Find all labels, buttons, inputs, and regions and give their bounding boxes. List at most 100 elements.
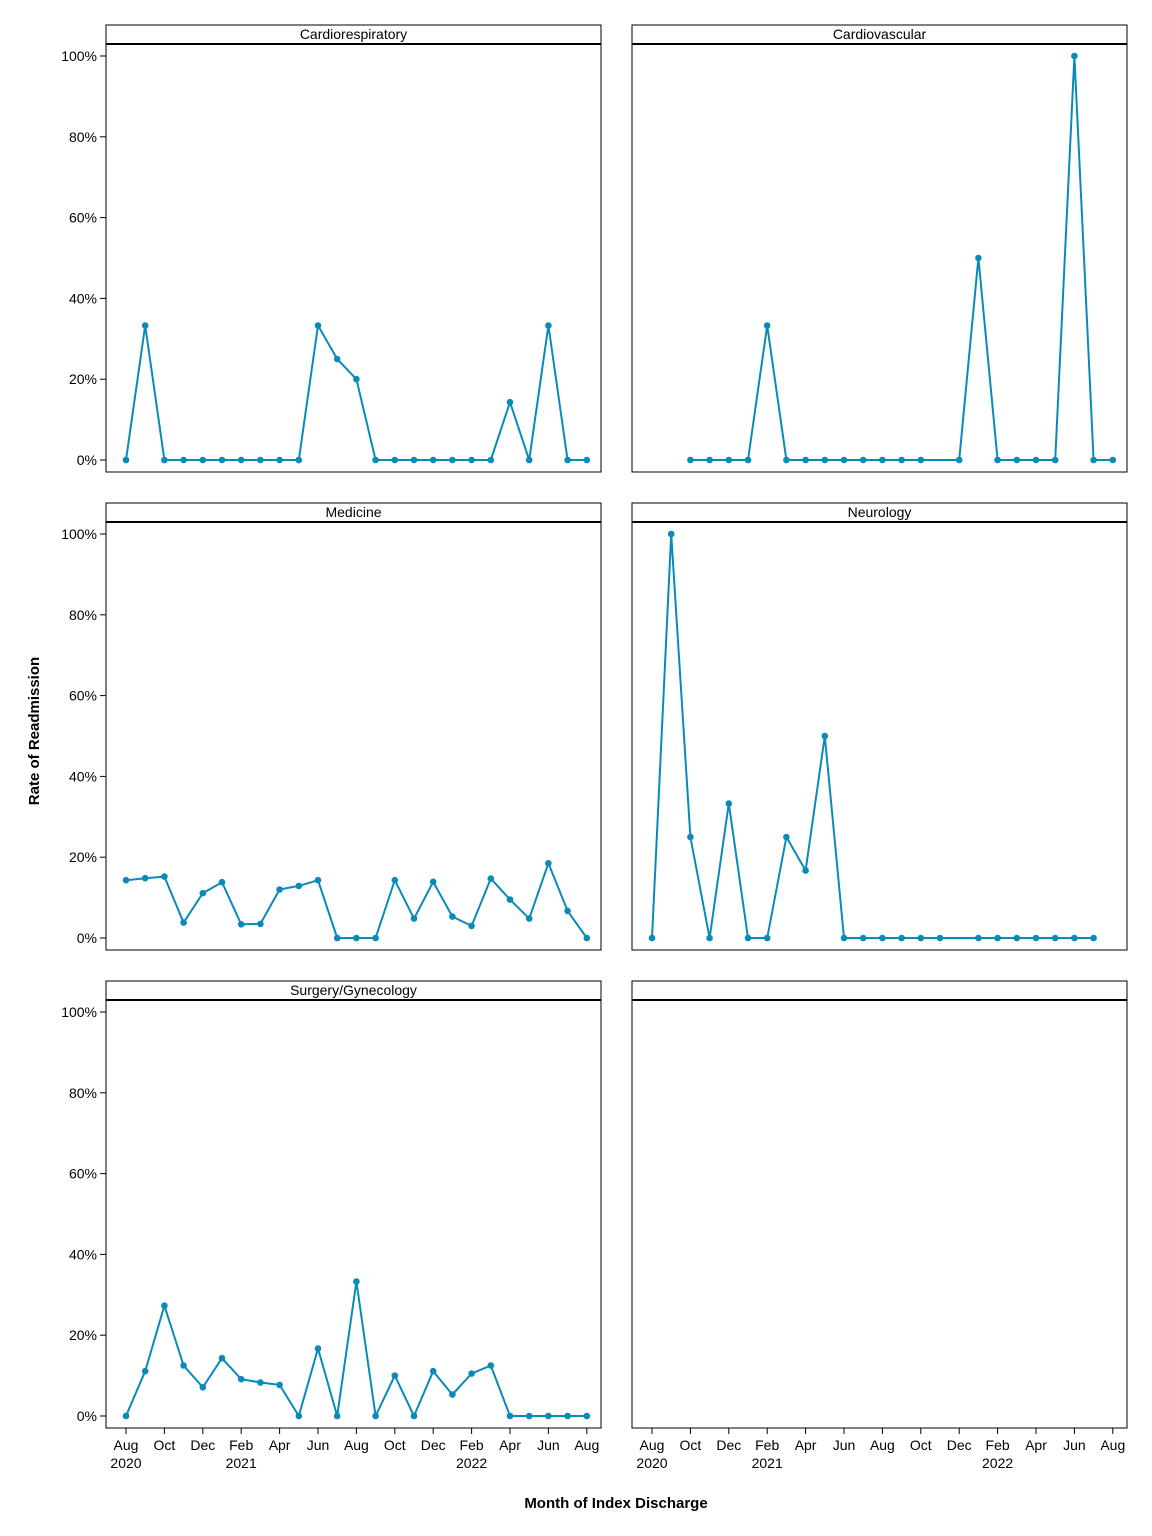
data-point (725, 800, 733, 807)
facet-panel: Cardiovascular (631, 24, 1128, 473)
data-point (468, 922, 475, 930)
data-point (506, 896, 514, 903)
data-point (564, 907, 571, 915)
data-point (257, 1379, 264, 1386)
data-point (687, 833, 694, 841)
data-point (372, 1412, 379, 1420)
data-point (1090, 456, 1097, 464)
data-point (180, 919, 187, 926)
x-tick-label: Oct (680, 1437, 702, 1453)
data-point (802, 456, 809, 464)
data-point (564, 1412, 571, 1420)
data-point (429, 1367, 437, 1375)
data-point (667, 530, 675, 538)
data-point (1051, 934, 1059, 942)
data-point (506, 1412, 514, 1420)
data-point (141, 874, 149, 882)
data-point (583, 1412, 591, 1420)
y-tick-label: 100% (61, 1004, 97, 1020)
x-tick-label: Aug (114, 1437, 139, 1453)
data-point (545, 322, 552, 329)
data-point (744, 456, 752, 464)
y-tick-label: 60% (69, 688, 97, 704)
x-tick-label: Feb (986, 1437, 1010, 1453)
data-point (1071, 52, 1078, 60)
data-point (917, 934, 925, 942)
data-point (821, 732, 829, 740)
y-tick-label: 20% (69, 849, 97, 865)
data-point (237, 1375, 245, 1383)
data-point (314, 322, 322, 329)
data-point (333, 934, 341, 942)
data-point (314, 876, 322, 884)
facet-strip-label: Neurology (848, 504, 912, 520)
x-tick-label: Aug (574, 1437, 599, 1453)
data-point (161, 456, 168, 464)
data-point (525, 456, 533, 464)
data-point (410, 1412, 418, 1420)
data-point (1109, 456, 1117, 464)
data-point (199, 1384, 207, 1391)
data-point (1090, 934, 1097, 942)
data-point (391, 876, 399, 884)
data-point (687, 456, 694, 464)
data-point (1051, 456, 1059, 464)
x-tick-label: Aug (1100, 1437, 1125, 1453)
data-point (1013, 934, 1021, 942)
data-point (429, 456, 437, 464)
x-tick-label: Feb (460, 1437, 484, 1453)
data-point (333, 355, 341, 363)
x-tick-label: Apr (269, 1437, 291, 1453)
data-point (372, 456, 379, 464)
x-tick-label: Jun (307, 1437, 330, 1453)
y-axis-title: Rate of Readmission (26, 657, 43, 805)
data-point (257, 920, 264, 928)
data-point (725, 456, 733, 464)
x-tick-label: Oct (910, 1437, 932, 1453)
x-year-label: 2021 (226, 1455, 257, 1471)
data-point (879, 934, 886, 942)
data-point (353, 1278, 360, 1285)
data-point (276, 886, 283, 893)
data-point (180, 456, 187, 464)
x-tick-label: Dec (190, 1437, 215, 1453)
data-point (218, 456, 226, 464)
data-point (122, 876, 130, 884)
data-point (391, 456, 399, 464)
data-point (180, 1362, 187, 1369)
facet-strip-label: Cardiovascular (833, 26, 927, 42)
y-tick-label: 20% (69, 371, 97, 387)
data-point (706, 934, 713, 942)
data-point (975, 934, 982, 942)
y-tick-label: 40% (69, 768, 97, 784)
x-tick-label: Dec (716, 1437, 741, 1453)
data-point (199, 889, 207, 897)
data-point (295, 456, 303, 464)
facet-strip-label: Medicine (325, 504, 381, 520)
data-point (525, 915, 533, 922)
x-tick-label: Apr (795, 1437, 817, 1453)
x-year-label: 2022 (982, 1455, 1013, 1471)
data-point (821, 456, 829, 464)
data-point (122, 456, 130, 464)
x-tick-label: Feb (229, 1437, 253, 1453)
data-point (859, 456, 867, 464)
y-tick-label: 0% (77, 452, 97, 468)
data-point (449, 913, 456, 920)
data-point (487, 456, 495, 464)
data-point (763, 322, 771, 329)
data-point (410, 456, 418, 464)
facet-panel: Neurology (631, 502, 1128, 951)
x-year-label: 2020 (110, 1455, 141, 1471)
plot-frame (105, 999, 602, 1429)
x-year-label: 2021 (752, 1455, 783, 1471)
data-point (468, 456, 475, 464)
facet-panel: Aug 2020 Oct Dec Feb 2021 Apr Jun Aug Oct Dec Feb 20… (631, 980, 1128, 1471)
series-line (690, 55, 1113, 461)
data-point (648, 934, 656, 942)
data-point (1032, 456, 1040, 464)
data-point (161, 1302, 168, 1309)
plot-frame (631, 999, 1128, 1429)
data-point (487, 1362, 495, 1369)
